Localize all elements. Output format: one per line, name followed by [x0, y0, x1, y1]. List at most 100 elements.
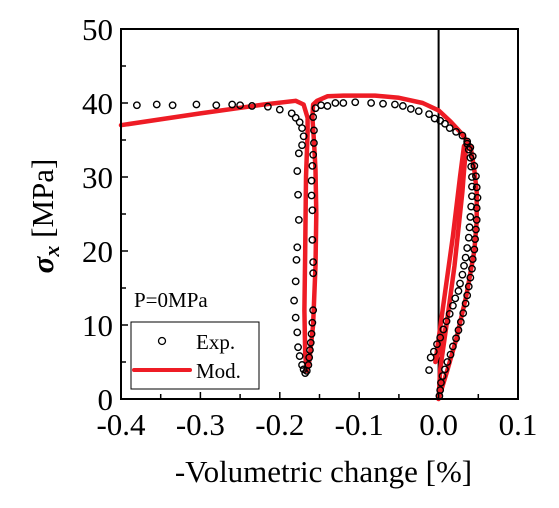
exp-data-point: [467, 202, 476, 211]
exp-data-point: [310, 126, 318, 135]
x-tick-label: -0.2: [255, 407, 304, 442]
y-axis-label: σx [MPa]: [25, 159, 64, 274]
exp-data-point: [426, 353, 435, 362]
exp-data-point: [456, 318, 465, 326]
exp-data-point: [293, 328, 302, 337]
exp-data-point: [351, 98, 360, 107]
exp-data-point: [293, 167, 302, 175]
exp-data-point: [294, 149, 303, 158]
exp-data-point: [299, 132, 308, 141]
exp-data-point: [468, 192, 476, 201]
x-axis-ticks: -0.4 -0.3 -0.2 -0.1 0.0 0.1: [96, 392, 537, 442]
exp-data-point: [331, 99, 340, 107]
exp-data-point: [212, 101, 221, 110]
legend-title: P=0MPa: [134, 288, 208, 312]
x-tick-label: -0.3: [176, 407, 225, 442]
exp-data-point: [468, 182, 476, 191]
exp-data-point: [294, 190, 302, 199]
exp-data-point: [168, 101, 177, 110]
exp-data-point: [323, 102, 332, 110]
exp-data-point: [307, 176, 316, 185]
exp-data-point: [441, 119, 449, 128]
y-tick-label: 50: [82, 12, 113, 47]
exp-data-point: [228, 100, 237, 109]
exp-data-point: [248, 102, 256, 110]
exp-data-point: [398, 102, 407, 110]
exp-data-point: [465, 223, 474, 232]
exp-data-point: [308, 318, 317, 327]
exp-data-point: [309, 150, 318, 159]
exp-data-point: [472, 216, 481, 224]
exp-data-point: [391, 100, 399, 109]
exp-data-point: [470, 245, 479, 254]
legend-label-mod: Mod.: [196, 359, 241, 383]
exp-data-point: [192, 100, 201, 109]
exp-data-point: [445, 309, 454, 318]
exp-data-point: [291, 113, 300, 122]
exp-data-point: [414, 107, 423, 116]
legend: P=0MPa Exp. Mod.: [130, 288, 260, 390]
exp-data-point: [295, 352, 304, 360]
exp-data-point: [463, 291, 472, 300]
exp-data-point: [298, 124, 306, 133]
exp-data-point: [466, 213, 475, 221]
exp-data-point: [468, 173, 476, 181]
exp-data-point: [451, 294, 460, 303]
exp-data-point: [458, 270, 467, 279]
exp-data-point: [308, 206, 317, 215]
exp-data-point: [454, 326, 463, 335]
exp-data-point: [442, 317, 451, 326]
exp-data-point: [439, 325, 448, 334]
x-tick-label: -0.4: [96, 407, 146, 442]
exp-data-point: [436, 333, 445, 342]
exp-data-point: [152, 100, 161, 109]
exp-data-point: [448, 342, 457, 351]
exp-data-point: [454, 287, 463, 295]
exp-data-point: [452, 127, 460, 136]
exp-data-point: [437, 378, 445, 387]
x-axis-label: -Volumetric change [%]: [175, 454, 472, 489]
exp-data-point: [461, 253, 470, 262]
exp-data-point: [306, 338, 315, 347]
exp-data-point: [406, 105, 415, 113]
y-tick-label: 10: [82, 308, 113, 343]
x-tick-label: -0.1: [335, 407, 384, 442]
exp-data-point: [291, 313, 300, 322]
exp-data-point: [275, 105, 284, 114]
y-tick-label: 20: [82, 234, 113, 269]
exp-data-point: [468, 255, 477, 264]
exp-data-point: [459, 309, 468, 318]
y-axis-label-subscript: x: [39, 246, 64, 258]
exp-data-point: [441, 365, 449, 374]
exp-data-point: [443, 358, 452, 366]
exp-data-point: [307, 191, 316, 200]
exp-data-point: [293, 243, 302, 252]
exp-data-point: [291, 277, 300, 286]
exp-data-point: [472, 183, 481, 192]
exp-data-point: [308, 161, 317, 170]
exp-data-point: [466, 153, 475, 162]
exp-data-point: [307, 329, 316, 338]
exp-data-point: [466, 273, 475, 282]
x-tick-label: 0.1: [499, 407, 538, 442]
exp-data-point: [468, 264, 476, 273]
y-axis-ticks: 0 10 20 30 40 50: [82, 12, 128, 417]
exp-data-point: [308, 235, 317, 244]
exp-data-point: [448, 301, 457, 310]
y-tick-label: 0: [98, 382, 114, 417]
exp-data-point: [425, 110, 433, 119]
exp-data-point: [463, 139, 472, 148]
exp-data-point: [445, 124, 454, 133]
y-tick-label: 40: [82, 86, 113, 121]
exp-data-point: [367, 99, 376, 107]
exp-data-point: [472, 172, 480, 181]
exp-data-point: [461, 299, 470, 308]
exp-data-point: [464, 233, 473, 242]
exp-data-point: [310, 139, 318, 147]
legend-label-exp: Exp.: [196, 330, 235, 354]
plot-area: [118, 29, 482, 402]
exp-data-point: [452, 334, 460, 343]
exp-data-point: [317, 101, 325, 110]
exp-data-point: [464, 282, 473, 291]
